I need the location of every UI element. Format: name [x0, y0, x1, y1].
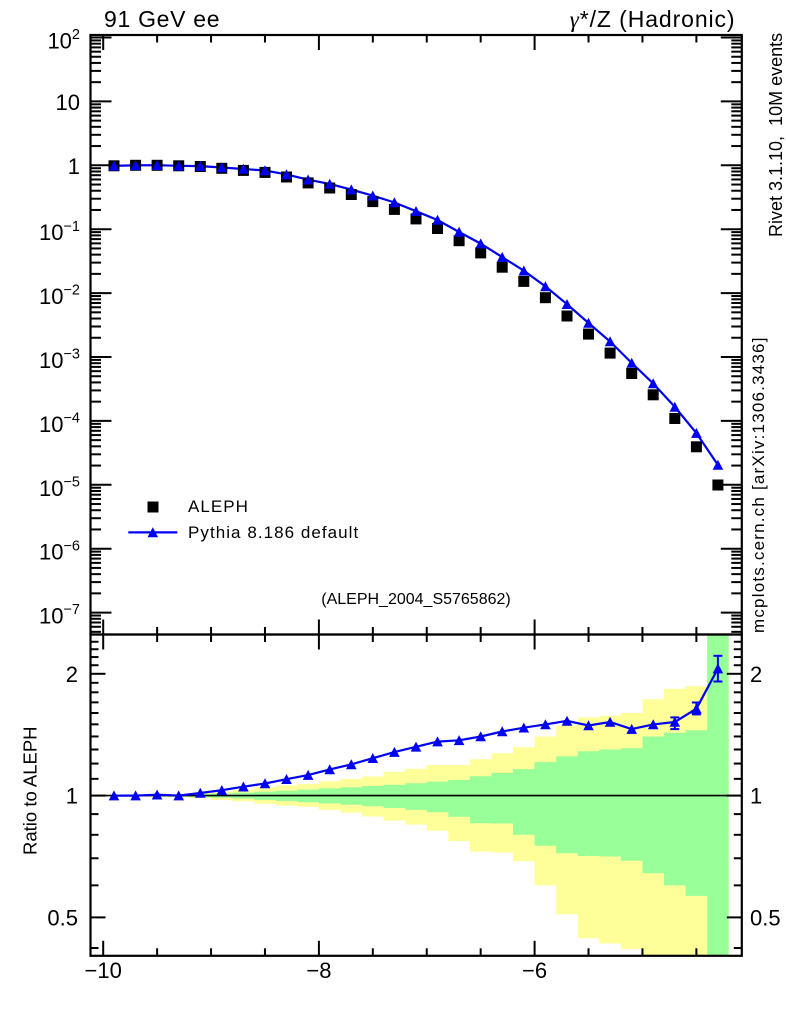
svg-text:mcplots.cern.ch [arXiv:1306.34: mcplots.cern.ch [arXiv:1306.3436] — [749, 336, 768, 633]
svg-text:0.5: 0.5 — [47, 905, 78, 930]
svg-text:2: 2 — [750, 662, 762, 687]
svg-text:ALEPH: ALEPH — [188, 497, 249, 516]
svg-text:−6: −6 — [522, 958, 547, 983]
svg-text:−8: −8 — [306, 958, 331, 983]
svg-text:10: 10 — [56, 90, 80, 115]
svg-text:1: 1 — [750, 784, 762, 809]
svg-text:1: 1 — [66, 784, 78, 809]
svg-text:Pythia 8.186 default: Pythia 8.186 default — [188, 523, 359, 542]
svg-text:0.5: 0.5 — [750, 905, 781, 930]
svg-text:10−2: 10−2 — [39, 283, 80, 309]
svg-text:91 GeV ee: 91 GeV ee — [104, 6, 220, 32]
svg-text:Ratio to ALEPH: Ratio to ALEPH — [20, 726, 41, 855]
svg-text:γ*/Z (Hadronic): γ*/Z (Hadronic) — [570, 6, 736, 32]
svg-text:(ALEPH_2004_S5765862): (ALEPH_2004_S5765862) — [321, 591, 510, 608]
svg-text:1: 1 — [68, 154, 80, 179]
svg-text:−10: −10 — [85, 958, 122, 983]
svg-text:Rivet 3.1.10, 10M events: Rivet 3.1.10, 10M events — [766, 33, 786, 237]
svg-text:10−5: 10−5 — [39, 474, 80, 500]
svg-text:2: 2 — [66, 662, 78, 687]
svg-text:10−3: 10−3 — [39, 347, 80, 373]
